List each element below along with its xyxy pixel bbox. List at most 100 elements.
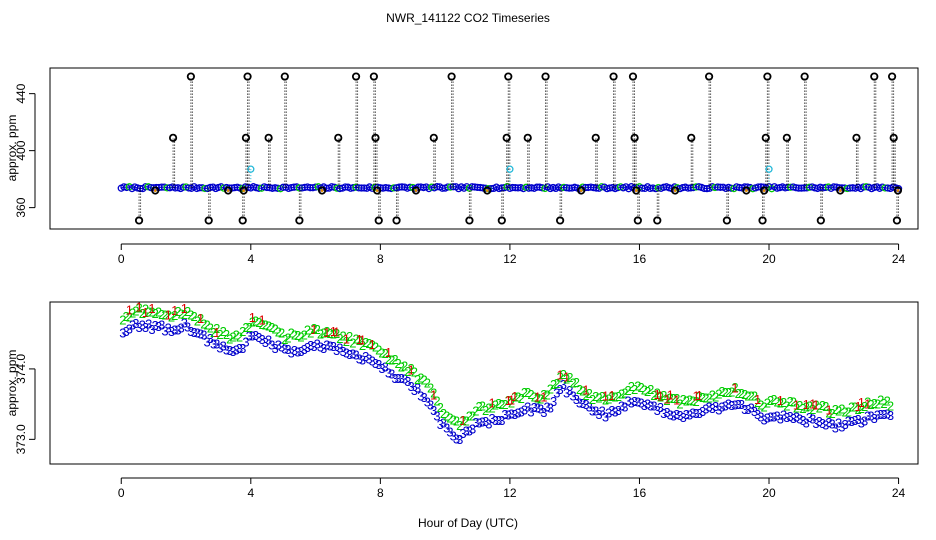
bottom-point-series-3: 3 <box>304 340 311 355</box>
bottom-point-series-3: 3 <box>777 412 784 427</box>
top-high-point <box>369 72 378 81</box>
bottom-point-series-3: 3 <box>803 415 810 430</box>
bottom-point-series-3: 3 <box>404 374 411 389</box>
bottom-point-series-2: 2 <box>197 311 204 326</box>
top-panel: 0 4 8 12 16 20 24 360 400 440 approx. ppm <box>5 67 919 266</box>
top-mid-point <box>742 186 751 195</box>
bottom-point-series-2: 2 <box>851 400 858 415</box>
bottom-point-series-2: 2 <box>560 367 567 382</box>
bottom-point-series-3: 3 <box>608 403 615 418</box>
bottom-point-series-1: 1 <box>135 300 142 315</box>
bottom-point-series-2: 2 <box>647 382 654 397</box>
bottom-point-series-3: 3 <box>511 407 518 422</box>
top-mid-point-center <box>226 189 230 193</box>
bottom-point-series-3: 3 <box>229 344 236 359</box>
bottom-point-series-3: 3 <box>874 407 881 422</box>
bottom-point-series-3: 3 <box>145 316 152 331</box>
top-mid-point-center <box>744 189 748 193</box>
bottom-point-series-3: 3 <box>514 405 521 420</box>
bottom-point-series-2: 2 <box>660 388 667 403</box>
top-high-point <box>782 133 791 142</box>
top-x-tick-label: 24 <box>892 252 906 266</box>
bottom-point-series-3: 3 <box>612 404 619 419</box>
bottom-point-series-3: 3 <box>696 406 703 421</box>
bottom-point-series-2: 2 <box>443 408 450 423</box>
bottom-point-series-3: 3 <box>712 399 719 414</box>
bottom-point-series-2: 2 <box>262 317 269 332</box>
bottom-point-series-2: 2 <box>343 334 350 349</box>
bottom-point-series-2: 2 <box>411 364 418 379</box>
top-high-point <box>241 133 251 142</box>
bottom-point-series-2: 2 <box>637 380 644 395</box>
top-mid-point <box>632 186 641 195</box>
top-y-tick-label: 440 <box>14 83 28 103</box>
bottom-point-series-3: 3 <box>631 394 638 409</box>
bottom-point-series-2: 2 <box>297 329 304 344</box>
bottom-point-series-3: 3 <box>524 400 531 415</box>
top-high-point <box>761 133 770 142</box>
bottom-point-series-2: 2 <box>213 321 220 336</box>
bottom-point-series-1: 1 <box>864 397 871 412</box>
bottom-point-series-2: 2 <box>566 370 573 385</box>
bottom-point-series-2: 2 <box>310 321 317 336</box>
bottom-point-series-3: 3 <box>126 321 133 336</box>
bottom-point-series-3: 3 <box>858 416 865 431</box>
bottom-point-series-2: 2 <box>884 393 891 408</box>
bottom-point-series-2: 2 <box>605 392 612 407</box>
bottom-point-series-2: 2 <box>540 387 547 402</box>
bottom-point-series-2: 2 <box>495 396 502 411</box>
bottom-point-series-2: 2 <box>693 394 700 409</box>
top-mid-point <box>483 186 492 195</box>
bottom-point-series-2: 2 <box>790 394 797 409</box>
bottom-point-series-3: 3 <box>391 371 398 386</box>
bottom-point-series-2: 2 <box>352 331 359 346</box>
bottom-point-series-3: 3 <box>686 408 693 423</box>
top-high-point <box>687 133 696 142</box>
bottom-point-series-2: 2 <box>628 379 635 394</box>
bottom-point-series-1: 1 <box>330 324 337 339</box>
bottom-point-series-3: 3 <box>744 402 751 417</box>
bottom-point-series-2: 2 <box>524 385 531 400</box>
bottom-point-series-3: 3 <box>812 416 819 431</box>
bottom-point-series-2: 2 <box>735 386 742 401</box>
bottom-point-series-2: 2 <box>437 400 444 415</box>
bottom-point-series-2: 2 <box>456 418 463 433</box>
bottom-point-series-2: 2 <box>670 391 677 406</box>
bottom-point-series-2: 2 <box>236 329 243 344</box>
bottom-point-series-2: 2 <box>294 328 301 343</box>
bottom-point-series-1: 1 <box>602 389 609 404</box>
top-mid-point-center <box>242 189 246 193</box>
bottom-point-series-2: 2 <box>718 384 725 399</box>
bottom-point-series-2: 2 <box>874 397 881 412</box>
bottom-point-series-2: 2 <box>686 392 693 407</box>
bottom-point-series-2: 2 <box>803 399 810 414</box>
bottom-point-series-2: 2 <box>375 342 382 357</box>
bottom-point-series-2: 2 <box>430 385 437 400</box>
bottom-point-series-3: 3 <box>851 413 858 428</box>
bottom-point-series-2: 2 <box>531 389 538 404</box>
bottom-point-series-3: 3 <box>537 402 544 417</box>
bottom-point-series-3: 3 <box>683 407 690 422</box>
bottom-point-series-2: 2 <box>320 326 327 341</box>
bottom-point-series-2: 2 <box>165 307 172 322</box>
bottom-point-series-3: 3 <box>343 346 350 361</box>
bottom-point-series-2: 2 <box>242 320 249 335</box>
bottom-point-series-2: 2 <box>401 358 408 373</box>
bottom-point-series-2: 2 <box>446 410 453 425</box>
bottom-point-series-3: 3 <box>440 415 447 430</box>
bottom-point-series-3: 3 <box>602 409 609 424</box>
bottom-point-series-2: 2 <box>184 304 191 319</box>
bottom-point-series-2: 2 <box>139 306 146 321</box>
bottom-point-series-2: 2 <box>220 324 227 339</box>
bottom-point-series-3: 3 <box>307 338 314 353</box>
bottom-point-series-2: 2 <box>142 301 149 316</box>
bottom-point-series-3: 3 <box>323 337 330 352</box>
bottom-point-series-3: 3 <box>210 337 217 352</box>
top-plot-frame <box>49 67 919 230</box>
top-high-point <box>704 72 714 81</box>
bottom-point-series-1: 1 <box>488 396 495 411</box>
top-mid-point-center <box>579 189 583 193</box>
bottom-point-series-2: 2 <box>194 313 201 328</box>
bottom-point-series-2: 2 <box>667 391 674 406</box>
bottom-point-series-3: 3 <box>246 328 253 343</box>
